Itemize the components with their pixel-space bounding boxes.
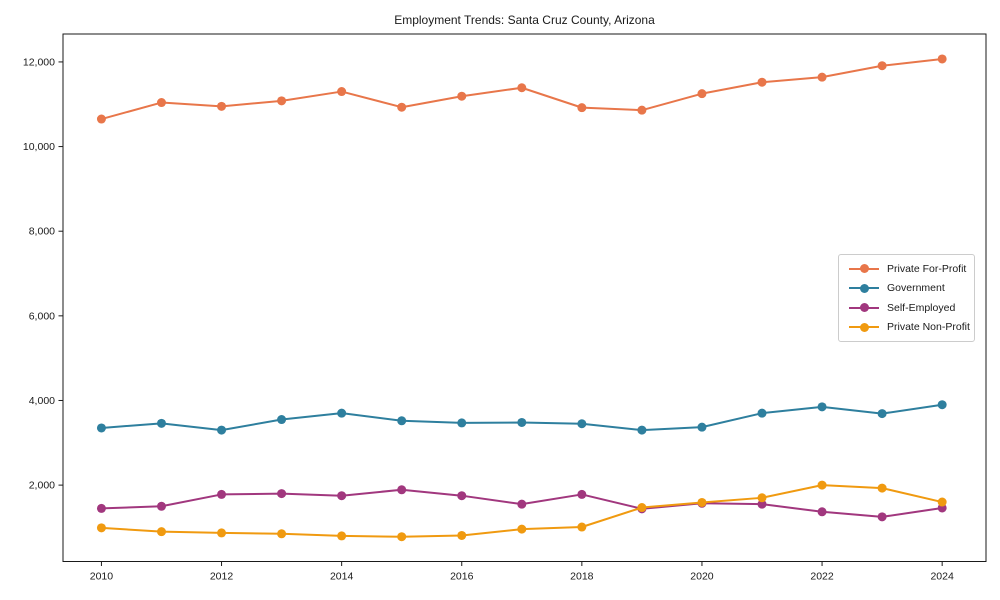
series-marker-2 xyxy=(517,499,527,509)
series-marker-0 xyxy=(817,72,827,82)
x-axis-tick-label: 2014 xyxy=(330,571,354,583)
legend-item-private-non-profit: Private Non-Profit xyxy=(849,318,970,338)
series-marker-3 xyxy=(877,483,887,493)
y-axis-tick-label: 8,000 xyxy=(29,226,55,238)
series-marker-1 xyxy=(517,417,527,427)
series-marker-0 xyxy=(337,87,347,97)
series-marker-2 xyxy=(277,489,287,499)
series-marker-0 xyxy=(397,102,407,112)
series-marker-0 xyxy=(217,101,227,111)
y-axis-tick-label: 2,000 xyxy=(29,480,55,492)
series-marker-3 xyxy=(937,497,947,507)
series-marker-0 xyxy=(156,98,166,108)
x-axis-tick-label: 2020 xyxy=(690,571,714,583)
legend-item-private-for-profit: Private For-Profit xyxy=(849,259,968,279)
series-marker-3 xyxy=(156,527,166,537)
legend-label: Self-Employed xyxy=(887,301,956,314)
series-marker-0 xyxy=(877,61,887,71)
legend-label: Government xyxy=(887,282,945,295)
series-marker-1 xyxy=(96,423,106,433)
legend-item-self-employed: Self-Employed xyxy=(849,298,968,318)
series-marker-3 xyxy=(96,523,106,533)
series-marker-0 xyxy=(757,77,767,87)
series-marker-2 xyxy=(156,501,166,511)
series-marker-2 xyxy=(817,507,827,517)
series-marker-3 xyxy=(577,522,587,532)
line-marker-icon xyxy=(849,283,879,293)
series-marker-2 xyxy=(217,489,227,499)
series-marker-0 xyxy=(96,114,106,124)
series-marker-1 xyxy=(337,408,347,418)
series-marker-2 xyxy=(757,499,767,509)
series-marker-1 xyxy=(697,422,707,432)
series-marker-3 xyxy=(217,528,227,538)
y-axis-tick-label: 4,000 xyxy=(29,395,55,407)
plot-frame xyxy=(62,33,987,562)
series-marker-2 xyxy=(337,491,347,501)
series-marker-3 xyxy=(817,480,827,490)
line-marker-icon xyxy=(849,322,879,332)
x-axis-tick-label: 2024 xyxy=(930,571,954,583)
series-marker-2 xyxy=(577,489,587,499)
series-marker-3 xyxy=(637,503,647,513)
x-axis-tick-label: 2016 xyxy=(450,571,474,583)
series-marker-2 xyxy=(457,491,467,501)
series-marker-0 xyxy=(457,91,467,101)
line-marker-icon xyxy=(849,264,879,274)
y-axis-tick-label: 10,000 xyxy=(23,141,55,153)
series-marker-0 xyxy=(577,103,587,113)
series-marker-3 xyxy=(517,524,527,534)
x-axis-tick-label: 2022 xyxy=(810,571,834,583)
x-axis-tick-label: 2010 xyxy=(90,571,114,583)
chart-legend: Private For-Profit Government Self-Emplo… xyxy=(838,254,975,342)
series-marker-1 xyxy=(217,425,227,435)
legend-item-government: Government xyxy=(849,279,968,299)
series-marker-3 xyxy=(277,529,287,539)
series-marker-1 xyxy=(817,402,827,412)
chart-title: Employment Trends: Santa Cruz County, Ar… xyxy=(394,13,655,27)
series-marker-1 xyxy=(457,418,467,428)
series-marker-1 xyxy=(637,425,647,435)
series-marker-1 xyxy=(277,415,287,425)
x-axis-tick-label: 2018 xyxy=(570,571,594,583)
series-marker-2 xyxy=(877,512,887,522)
series-marker-0 xyxy=(277,96,287,106)
series-marker-0 xyxy=(637,105,647,115)
series-marker-2 xyxy=(96,503,106,513)
y-axis-tick-label: 6,000 xyxy=(29,310,55,322)
series-marker-1 xyxy=(577,419,587,429)
x-axis-tick-label: 2012 xyxy=(210,571,234,583)
series-marker-2 xyxy=(397,485,407,495)
series-marker-3 xyxy=(757,493,767,503)
legend-label: Private Non-Profit xyxy=(887,321,970,334)
legend-label: Private For-Profit xyxy=(887,262,967,275)
series-marker-0 xyxy=(517,83,527,93)
series-marker-3 xyxy=(697,497,707,507)
series-marker-1 xyxy=(397,416,407,426)
series-marker-1 xyxy=(156,418,166,428)
series-marker-1 xyxy=(937,400,947,410)
series-marker-0 xyxy=(697,89,707,99)
series-marker-1 xyxy=(757,408,767,418)
series-marker-3 xyxy=(457,530,467,540)
series-marker-0 xyxy=(937,54,947,64)
series-marker-1 xyxy=(877,409,887,419)
series-marker-3 xyxy=(397,532,407,542)
line-marker-icon xyxy=(849,303,879,313)
series-marker-3 xyxy=(337,531,347,541)
y-axis-tick-label: 12,000 xyxy=(23,56,55,68)
